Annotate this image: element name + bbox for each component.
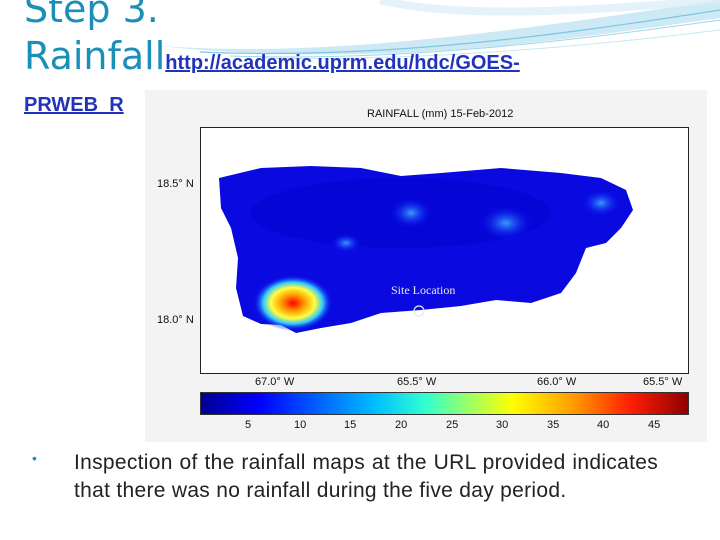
- bullet-marker: •: [32, 450, 37, 466]
- colorbar: [200, 392, 689, 415]
- colorbar-tick: 5: [245, 419, 252, 431]
- rainfall-map-figure: RAINFALL (mm) 15-Feb-2012: [145, 90, 707, 442]
- slide-title: Step 3. Rainfallhttp://academic.uprm.edu…: [24, 0, 720, 87]
- colorbar-tick: 25: [446, 419, 459, 431]
- y-tick-label: 18.0° N: [157, 314, 194, 326]
- colorbar-tick: 10: [294, 419, 307, 431]
- colorbar-tick: 40: [597, 419, 610, 431]
- url-link-part2[interactable]: PRWEB_R: [24, 94, 124, 116]
- x-tick-label: 67.0° W: [255, 376, 295, 388]
- x-tick-label: 66.0° W: [537, 376, 577, 388]
- title-step: Step 3.: [24, 0, 159, 31]
- colorbar-tick: 30: [496, 419, 509, 431]
- site-location-label: Site Location: [391, 283, 455, 297]
- url-link-part1[interactable]: http://academic.uprm.edu/hdc/GOES-: [165, 52, 520, 74]
- x-tick-label: 65.5° W: [643, 376, 683, 388]
- site-location-marker: [413, 305, 425, 317]
- island-rainfall-map: Site Location: [219, 166, 633, 333]
- header-swoosh-decoration: [150, 0, 720, 60]
- x-tick-label: 65.5° W: [397, 376, 437, 388]
- colorbar-tick: 15: [344, 419, 357, 431]
- y-tick-label: 18.5° N: [157, 178, 194, 190]
- colorbar-tick: 20: [395, 419, 408, 431]
- bullet-body-text: Inspection of the rainfall maps at the U…: [74, 451, 658, 502]
- map-title: RAINFALL (mm) 15-Feb-2012: [367, 108, 514, 120]
- map-plot-area: Site Location: [200, 127, 689, 374]
- title-rainfall: Rainfall: [24, 34, 166, 78]
- colorbar-tick: 35: [547, 419, 560, 431]
- title-line-two: Rainfallhttp://academic.uprm.edu/hdc/GOE…: [24, 33, 720, 87]
- colorbar-tick: 45: [648, 419, 661, 431]
